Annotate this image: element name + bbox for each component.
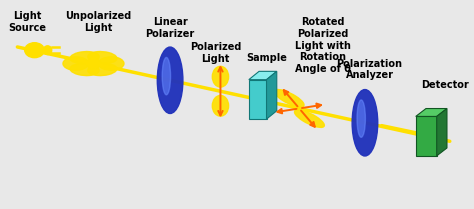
Ellipse shape <box>357 100 365 137</box>
Polygon shape <box>249 71 277 80</box>
Text: Polarized
Light: Polarized Light <box>190 42 241 64</box>
Ellipse shape <box>99 57 124 70</box>
Polygon shape <box>416 108 447 116</box>
Ellipse shape <box>274 89 304 107</box>
Text: Sample: Sample <box>246 53 287 63</box>
Ellipse shape <box>25 43 44 58</box>
Text: Unpolarized
Light: Unpolarized Light <box>65 11 131 33</box>
Polygon shape <box>249 80 266 119</box>
Ellipse shape <box>63 57 89 70</box>
Ellipse shape <box>212 66 228 87</box>
Ellipse shape <box>88 64 117 76</box>
Text: Light
Source: Light Source <box>9 11 46 33</box>
Polygon shape <box>416 116 437 156</box>
Polygon shape <box>266 71 277 119</box>
Ellipse shape <box>294 110 324 127</box>
Ellipse shape <box>157 47 183 113</box>
Polygon shape <box>437 108 447 156</box>
Ellipse shape <box>86 58 100 69</box>
Ellipse shape <box>70 52 99 64</box>
Ellipse shape <box>212 95 228 116</box>
Ellipse shape <box>43 46 52 55</box>
Ellipse shape <box>352 89 378 156</box>
Text: Detector: Detector <box>421 80 469 90</box>
Text: Linear
Polarizer: Linear Polarizer <box>146 17 195 39</box>
Text: Polarization
Analyzer: Polarization Analyzer <box>337 59 402 80</box>
Ellipse shape <box>88 52 117 64</box>
Text: Rotated
Polarized
Light with
Rotation
Angle of θ: Rotated Polarized Light with Rotation An… <box>295 17 350 74</box>
Ellipse shape <box>162 57 171 95</box>
Ellipse shape <box>70 64 99 76</box>
